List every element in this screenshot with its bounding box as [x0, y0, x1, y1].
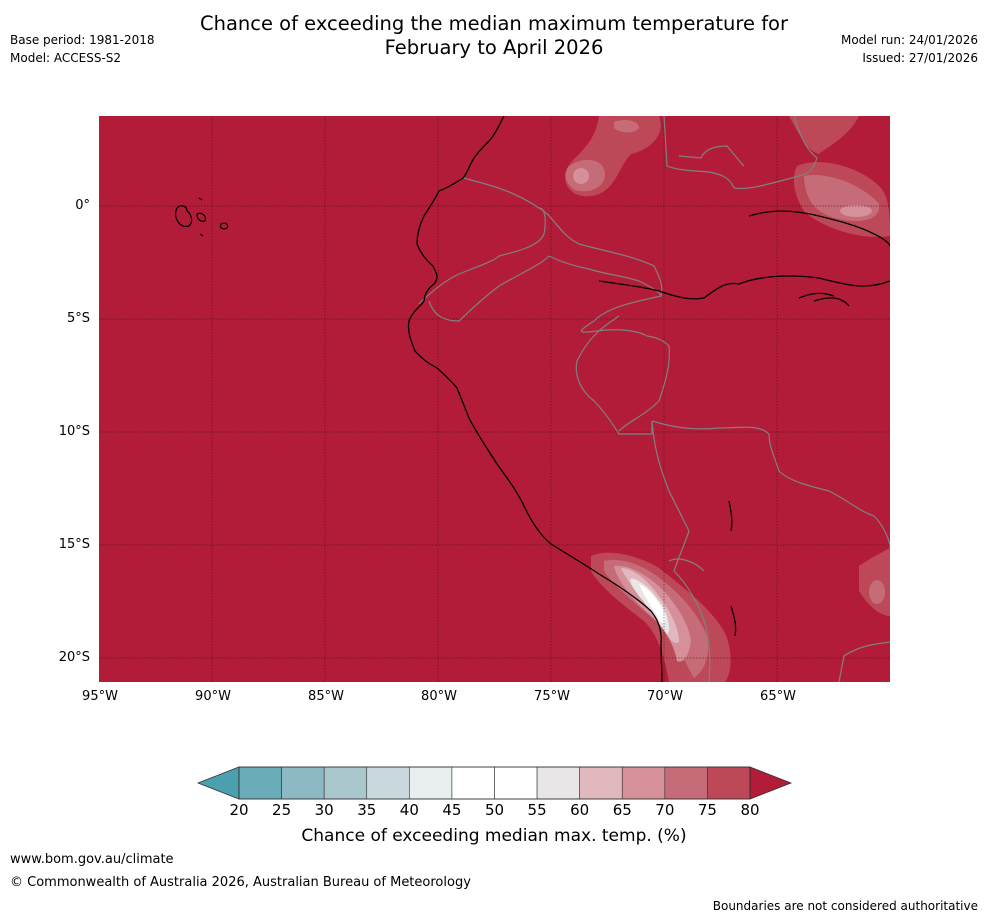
lon-label-75w: 75°W [534, 689, 570, 704]
colorbar-tick-label: 35 [357, 801, 377, 819]
colorbar-segment [536, 766, 580, 800]
colorbar-tick-label: 75 [697, 801, 717, 819]
lon-label-65w: 65°W [760, 689, 796, 704]
title-line-1: Chance of exceeding the median maximum t… [199, 12, 789, 35]
colorbar-segment [238, 766, 282, 800]
lat-label-10s: 10°S [58, 424, 90, 439]
colorbar-tick-label: 55 [527, 801, 547, 819]
lon-label-85w: 85°W [308, 689, 344, 704]
colorbar-tick-label: 60 [570, 801, 590, 819]
colorbar-segment [664, 766, 708, 800]
colorbar-segments [238, 766, 751, 800]
colorbar-segment [621, 766, 666, 800]
model-run: Model run: 24/01/2026 [840, 33, 978, 47]
colorbar-tick-label: 40 [399, 801, 419, 819]
footer-note: Boundaries are not considered authoritat… [712, 899, 978, 913]
colorbar-tick-label: 20 [229, 801, 249, 819]
gridlines [99, 116, 890, 682]
colorbar-tick-label: 25 [272, 801, 292, 819]
base-period: Base period: 1981-2018 [10, 33, 155, 47]
lat-label-15s: 15°S [58, 537, 90, 552]
colorbar-tick-label: 50 [484, 801, 505, 819]
colorbar-segment [707, 766, 751, 800]
colorbar-segment [451, 766, 495, 800]
colorbar [196, 766, 793, 800]
map-background [99, 116, 890, 682]
probability-contours-north [564, 116, 890, 237]
colorbar-segment [281, 766, 325, 800]
lon-label-70w: 70°W [647, 689, 683, 704]
model-name: Model: ACCESS-S2 [10, 51, 122, 65]
lat-label-5s: 5°S [66, 311, 90, 326]
lon-label-80w: 80°W [421, 689, 457, 704]
lat-label-20s: 20°S [58, 650, 90, 665]
issued-date: Issued: 27/01/2026 [862, 51, 978, 65]
colorbar-segment [494, 766, 538, 800]
colorbar-tick-label: 65 [612, 801, 632, 819]
colorbar-tick-label: 45 [442, 801, 462, 819]
forecast-map [99, 116, 890, 682]
colorbar-title: Chance of exceeding median max. temp. (%… [301, 826, 687, 846]
colorbar-segment [579, 766, 623, 800]
lon-label-95w: 95°W [82, 689, 118, 704]
islands [174, 197, 229, 237]
footer-url: www.bom.gov.au/climate [10, 852, 174, 867]
meta-left: Base period: 1981-2018 Model: ACCESS-S2 [10, 31, 155, 67]
colorbar-tick-label: 70 [655, 801, 675, 819]
colorbar-segment [409, 766, 453, 800]
map-title: Chance of exceeding the median maximum t… [0, 12, 988, 60]
footer-copyright: © Commonwealth of Australia 2026, Austra… [10, 875, 471, 890]
title-line-2: February to April 2026 [384, 36, 604, 59]
colorbar-under-arrow [196, 766, 240, 800]
meta-right: Model run: 24/01/2026 Issued: 27/01/2026 [841, 31, 978, 67]
country-borders [418, 116, 890, 682]
colorbar-segment [323, 766, 368, 800]
colorbar-tick-label: 80 [740, 801, 760, 819]
lon-label-90w: 90°W [195, 689, 231, 704]
colorbar-over-arrow [749, 766, 793, 800]
lat-label-0: 0° [75, 198, 90, 213]
coastlines [407, 116, 890, 682]
colorbar-segment [366, 766, 410, 800]
colorbar-tick-label: 30 [314, 801, 334, 819]
